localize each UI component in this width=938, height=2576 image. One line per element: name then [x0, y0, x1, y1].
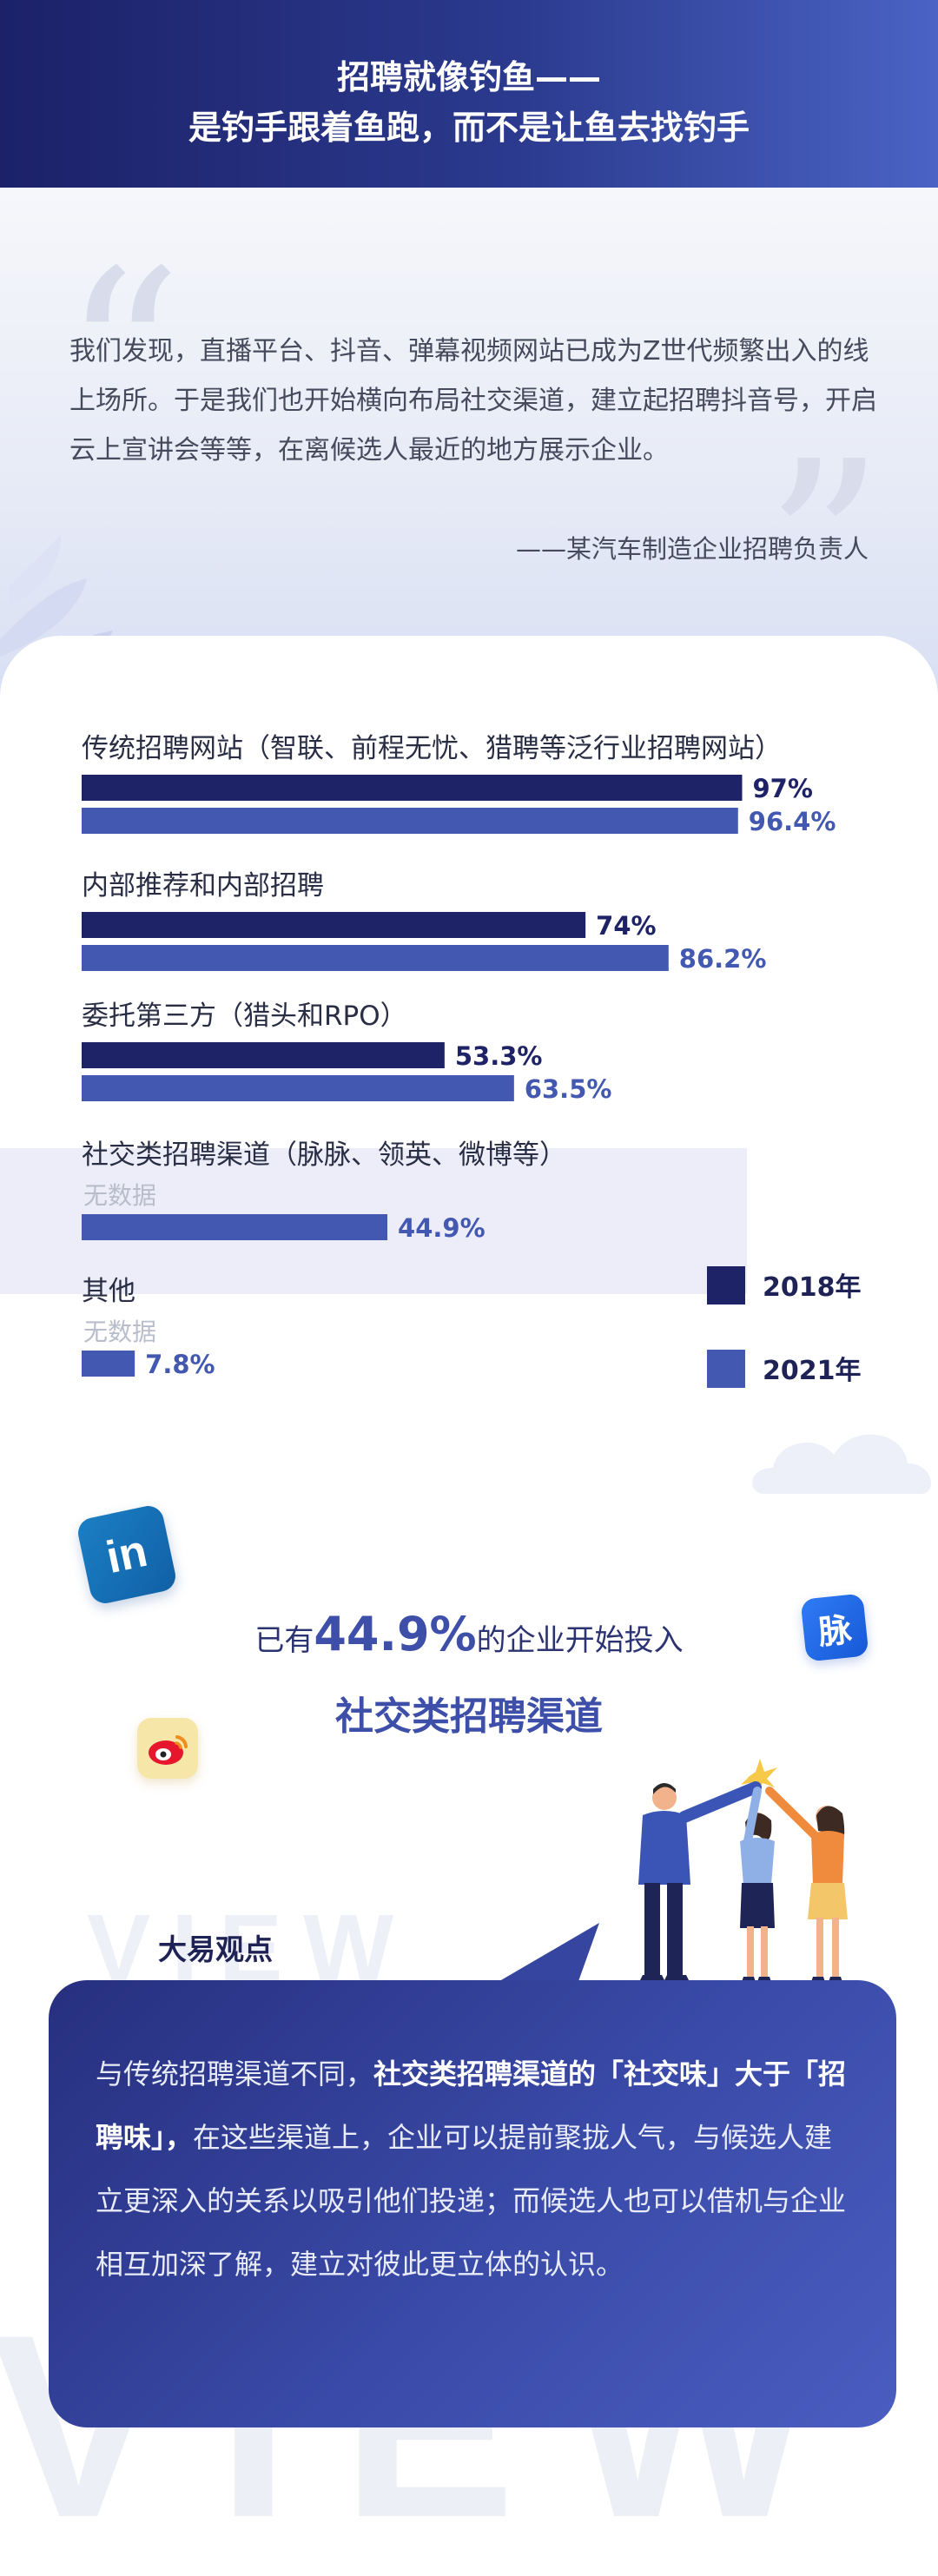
speech-tail-icon: [495, 1923, 599, 1984]
data-label: 96.4%: [749, 807, 836, 836]
quote-section: “ ” 我们发现，直播平台、抖音、弹幕视频网站已成为Z世代频繁出入的线上场所。于…: [0, 188, 938, 709]
stat-suffix: 的企业开始投入: [476, 1623, 684, 1658]
view-text: 与传统招聘渠道不同，社交类招聘渠道的「社交味」大于「招聘味」，在这些渠道上，企业…: [96, 2043, 860, 2296]
header-title-line1: 招聘就像钓鱼——: [336, 58, 601, 96]
category-label: 其他: [82, 1276, 135, 1307]
bar-2021: [82, 808, 738, 834]
close-quote-mark-icon: ”: [764, 411, 885, 684]
bar-2021: [82, 1214, 388, 1240]
header-banner: 招聘就像钓鱼—— 是钓手跟着鱼跑，而不是让鱼去找钓手: [0, 0, 938, 188]
data-label: 63.5%: [525, 1074, 612, 1104]
bar-2021: [82, 945, 669, 971]
linkedin-glyph: in: [102, 1525, 152, 1584]
view-text-part1: 与传统招聘渠道不同，: [96, 2057, 374, 2091]
legend-swatch: [707, 1350, 745, 1388]
legend-label: 2021年: [763, 1356, 862, 1386]
category-label: 社交类招聘渠道（脉脉、领英、微博等）: [82, 1139, 566, 1171]
view-title: 大易观点: [158, 1932, 273, 1966]
stat-line2: 社交类招聘渠道: [335, 1694, 603, 1739]
social-section: in 脉 已有44.9%的企业开始投入 社交类招聘渠道: [0, 1434, 938, 1989]
category-label: 委托第三方（猎头和RPO）: [82, 1001, 407, 1032]
stat-line1: 已有44.9%的企业开始投入: [0, 1607, 938, 1661]
header-title-line2: 是钓手跟着鱼跑，而不是让鱼去找钓手: [188, 109, 750, 147]
no-data-label: 无数据: [83, 1181, 156, 1210]
open-quote-mark-icon: “: [63, 220, 183, 493]
data-label: 44.9%: [398, 1213, 486, 1243]
data-label: 74%: [596, 911, 656, 941]
view-text-bold: 社交类招聘渠道的「社交味」大于「招聘味」，: [96, 2057, 847, 2154]
linkedin-icon: in: [75, 1503, 179, 1607]
data-label: 7.8%: [145, 1350, 215, 1379]
legend-label: 2018年: [763, 1272, 862, 1303]
bar-2018: [82, 1042, 445, 1068]
view-text-part2: 在这些渠道上，企业可以提前聚拢人气，与候选人建立更深入的关系以吸引他们投递；而候…: [96, 2121, 847, 2281]
category-label: 传统招聘网站（智联、前程无忧、猎聘等泛行业招聘网站）: [82, 733, 782, 764]
quote-text: 我们发现，直播平台、抖音、弹幕视频网站已成为Z世代频繁出入的线上场所。于是我们也…: [69, 336, 877, 466]
category-label: 内部推荐和内部招聘: [82, 870, 324, 902]
quote-author: ——某汽车制造企业招聘负责人: [515, 534, 869, 564]
bar-2018: [82, 775, 743, 801]
bar-2021: [82, 1351, 135, 1377]
data-label: 53.3%: [455, 1041, 543, 1071]
weibo-icon: [137, 1718, 198, 1779]
channel-bar-chart: 传统招聘网站（智联、前程无忧、猎聘等泛行业招聘网站） 97% 96.4% 内部推荐和内…: [82, 733, 862, 1388]
stat-prefix: 已有: [254, 1623, 314, 1658]
no-data-label: 无数据: [83, 1318, 156, 1346]
legend-swatch: [707, 1266, 745, 1305]
view-card: 与传统招聘渠道不同，社交类招聘渠道的「社交味」大于「招聘味」，在这些渠道上，企业…: [49, 1980, 896, 2427]
bar-2018: [82, 912, 586, 938]
data-label: 97%: [752, 774, 812, 803]
cloud-decoration-icon: [752, 1434, 931, 1494]
stat-value: 44.9%: [314, 1607, 477, 1661]
data-label: 86.2%: [679, 944, 767, 974]
bar-2021: [82, 1075, 514, 1101]
team-celebration-illustration-icon: [638, 1759, 848, 1982]
